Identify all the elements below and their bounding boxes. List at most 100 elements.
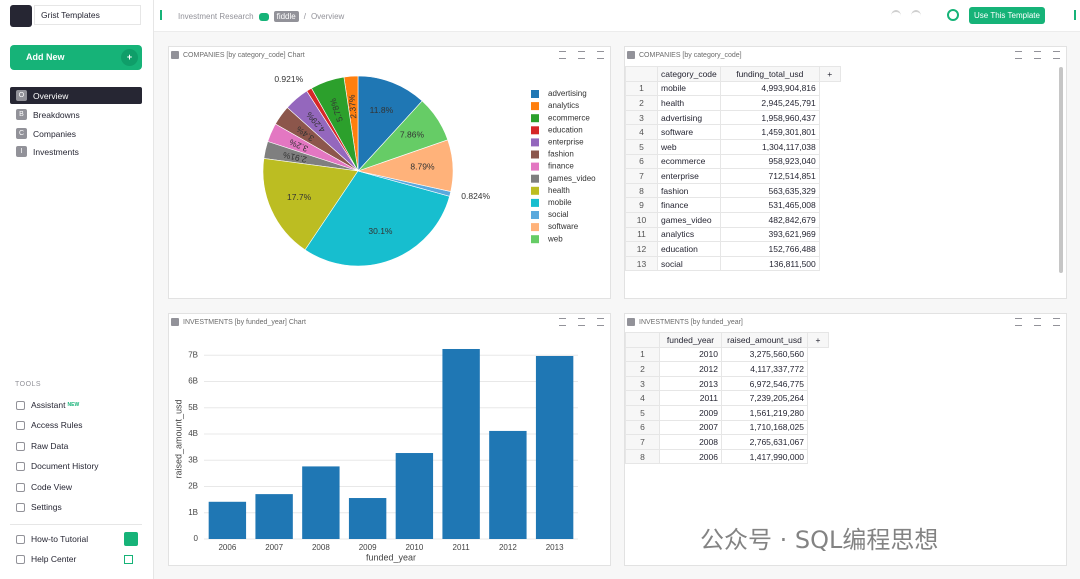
table-cell[interactable]: 2006 — [659, 448, 722, 465]
table-cell[interactable]: fashion — [657, 182, 721, 199]
widget-title[interactable]: INVESTMENTS [by funded_year] Chart — [171, 318, 306, 326]
add-column[interactable]: + — [807, 332, 829, 348]
doc-name[interactable]: Grist Templates — [34, 5, 141, 25]
panel-toggle[interactable] — [160, 10, 170, 20]
footer-item[interactable]: Help Center — [16, 554, 76, 564]
column-header[interactable]: category_code — [657, 66, 721, 82]
breadcrumb-workspace[interactable]: Investment Research — [178, 12, 254, 21]
y-tick-label: 5B — [188, 403, 198, 412]
table-cell[interactable]: games_video — [657, 211, 721, 228]
tool-item[interactable]: Raw Data — [16, 441, 68, 451]
tool-item[interactable]: Code View — [16, 482, 72, 492]
table-cell[interactable]: 1,561,219,280 — [721, 404, 808, 421]
scrollbar[interactable] — [1059, 67, 1063, 273]
table-cell[interactable]: 2010 — [659, 346, 722, 363]
table-cell[interactable]: 4,117,337,772 — [721, 361, 808, 377]
table-cell[interactable]: 1,417,990,000 — [721, 448, 808, 465]
y-tick-label: 0 — [194, 534, 199, 543]
footer-label: Help Center — [31, 554, 77, 564]
right-panel-toggle[interactable] — [1066, 10, 1076, 20]
table-row: 1 2010 3,275,560,560 — [625, 346, 829, 363]
breadcrumb-page[interactable]: Overview — [310, 12, 345, 21]
table-cell[interactable]: 958,923,040 — [719, 153, 820, 170]
tool-item[interactable]: Assistant NEW — [16, 400, 79, 410]
table-cell[interactable]: 531,465,008 — [719, 197, 820, 213]
column-header[interactable]: funding_total_usd — [719, 66, 820, 82]
table-cell[interactable]: advertising — [657, 109, 721, 126]
legend-swatch — [531, 198, 539, 207]
table-cell[interactable]: 2,765,631,067 — [721, 434, 808, 450]
table-cell[interactable]: 6,972,546,775 — [721, 375, 808, 392]
table-cell[interactable]: 2,945,245,791 — [719, 95, 820, 111]
table-cell[interactable]: health — [657, 95, 721, 111]
table-cell[interactable]: 393,621,969 — [719, 226, 820, 243]
table-cell[interactable]: 1,459,301,801 — [719, 124, 820, 140]
search-button[interactable] — [947, 9, 959, 21]
table-cell[interactable]: 136,811,500 — [719, 255, 820, 272]
table-row: 8 fashion 563,635,329 — [625, 182, 841, 199]
table-cell[interactable]: 2012 — [659, 361, 722, 377]
tool-item[interactable]: Settings — [16, 502, 62, 512]
table-cell[interactable]: 7,239,205,264 — [721, 390, 808, 406]
page-item[interactable]: C Companies — [16, 128, 76, 139]
tutorial-icon[interactable] — [124, 532, 138, 546]
undo-button[interactable] — [891, 10, 901, 22]
table-cell[interactable]: 2011 — [659, 390, 722, 406]
add-column[interactable]: + — [818, 66, 841, 82]
tool-item[interactable]: Document History — [16, 461, 99, 471]
table-cell[interactable]: 1,710,168,025 — [721, 419, 808, 436]
x-tick-label: 2013 — [546, 543, 564, 552]
table-cell[interactable]: 563,635,329 — [719, 182, 820, 199]
footer-item[interactable]: How-to Tutorial — [16, 534, 88, 544]
add-new-button[interactable]: Add New + — [10, 45, 142, 70]
bar — [302, 466, 340, 539]
table-cell[interactable]: 712,514,851 — [719, 168, 820, 184]
table-cell[interactable]: 3,275,560,560 — [721, 346, 808, 363]
use-template-button[interactable]: Use This Template — [969, 7, 1045, 24]
column-header[interactable]: funded_year — [659, 332, 722, 348]
page-label: Investments — [33, 146, 79, 157]
external-link-icon[interactable] — [124, 555, 133, 564]
table-cell[interactable]: education — [657, 241, 721, 257]
table-cell[interactable]: 2008 — [659, 434, 722, 450]
column-header[interactable]: raised_amount_usd — [721, 332, 808, 348]
table-cell[interactable]: 2009 — [659, 404, 722, 421]
table-cell[interactable]: 482,842,679 — [719, 211, 820, 228]
table-cell[interactable]: finance — [657, 197, 721, 213]
tool-label: Settings — [31, 502, 62, 512]
table-cell[interactable]: 1,958,960,437 — [719, 109, 820, 126]
page-item[interactable]: I Investments — [16, 146, 79, 157]
table-cell[interactable]: 152,766,488 — [719, 241, 820, 257]
row-number: 9 — [625, 197, 658, 213]
legend-swatch — [531, 150, 539, 159]
widget-title[interactable]: INVESTMENTS [by funded_year] — [627, 318, 743, 326]
table-cell[interactable]: software — [657, 124, 721, 140]
widget-title[interactable]: COMPANIES [by category_code] — [627, 51, 742, 59]
tool-item[interactable]: Access Rules — [16, 420, 83, 430]
table-cell[interactable]: enterprise — [657, 168, 721, 184]
table-cell[interactable]: 4,993,904,816 — [719, 80, 820, 97]
table-cell[interactable]: 1,304,117,038 — [719, 138, 820, 155]
redo-button[interactable] — [911, 10, 921, 22]
legend-label: analytics — [548, 101, 579, 110]
tool-icon — [16, 482, 25, 492]
table-cell[interactable]: mobile — [657, 80, 721, 97]
sidebar: Grist Templates Add New + O Overview B Brea… — [0, 0, 154, 579]
table-cell[interactable]: web — [657, 138, 721, 155]
logo[interactable] — [10, 5, 32, 27]
x-tick-label: 2012 — [499, 543, 517, 552]
widget-title-text: INVESTMENTS [by funded_year] — [639, 318, 743, 326]
top-bar: Investment Research fiddle / Overview Us… — [154, 0, 1080, 32]
table-cell[interactable]: 2013 — [659, 375, 722, 392]
tool-icon — [16, 554, 25, 564]
page-item[interactable]: O Overview — [16, 90, 68, 101]
widget-title[interactable]: COMPANIES [by category_code] Chart — [171, 51, 305, 59]
table-cell[interactable]: ecommerce — [657, 153, 721, 170]
table-cell[interactable]: social — [657, 255, 721, 272]
table-cell[interactable]: 2007 — [659, 419, 722, 436]
table-cell[interactable]: analytics — [657, 226, 721, 243]
page-item[interactable]: B Breakdowns — [16, 109, 80, 120]
widget-menu-icon — [1053, 51, 1060, 59]
widget-menu-icon — [1053, 318, 1060, 326]
row-number: 8 — [625, 448, 660, 465]
